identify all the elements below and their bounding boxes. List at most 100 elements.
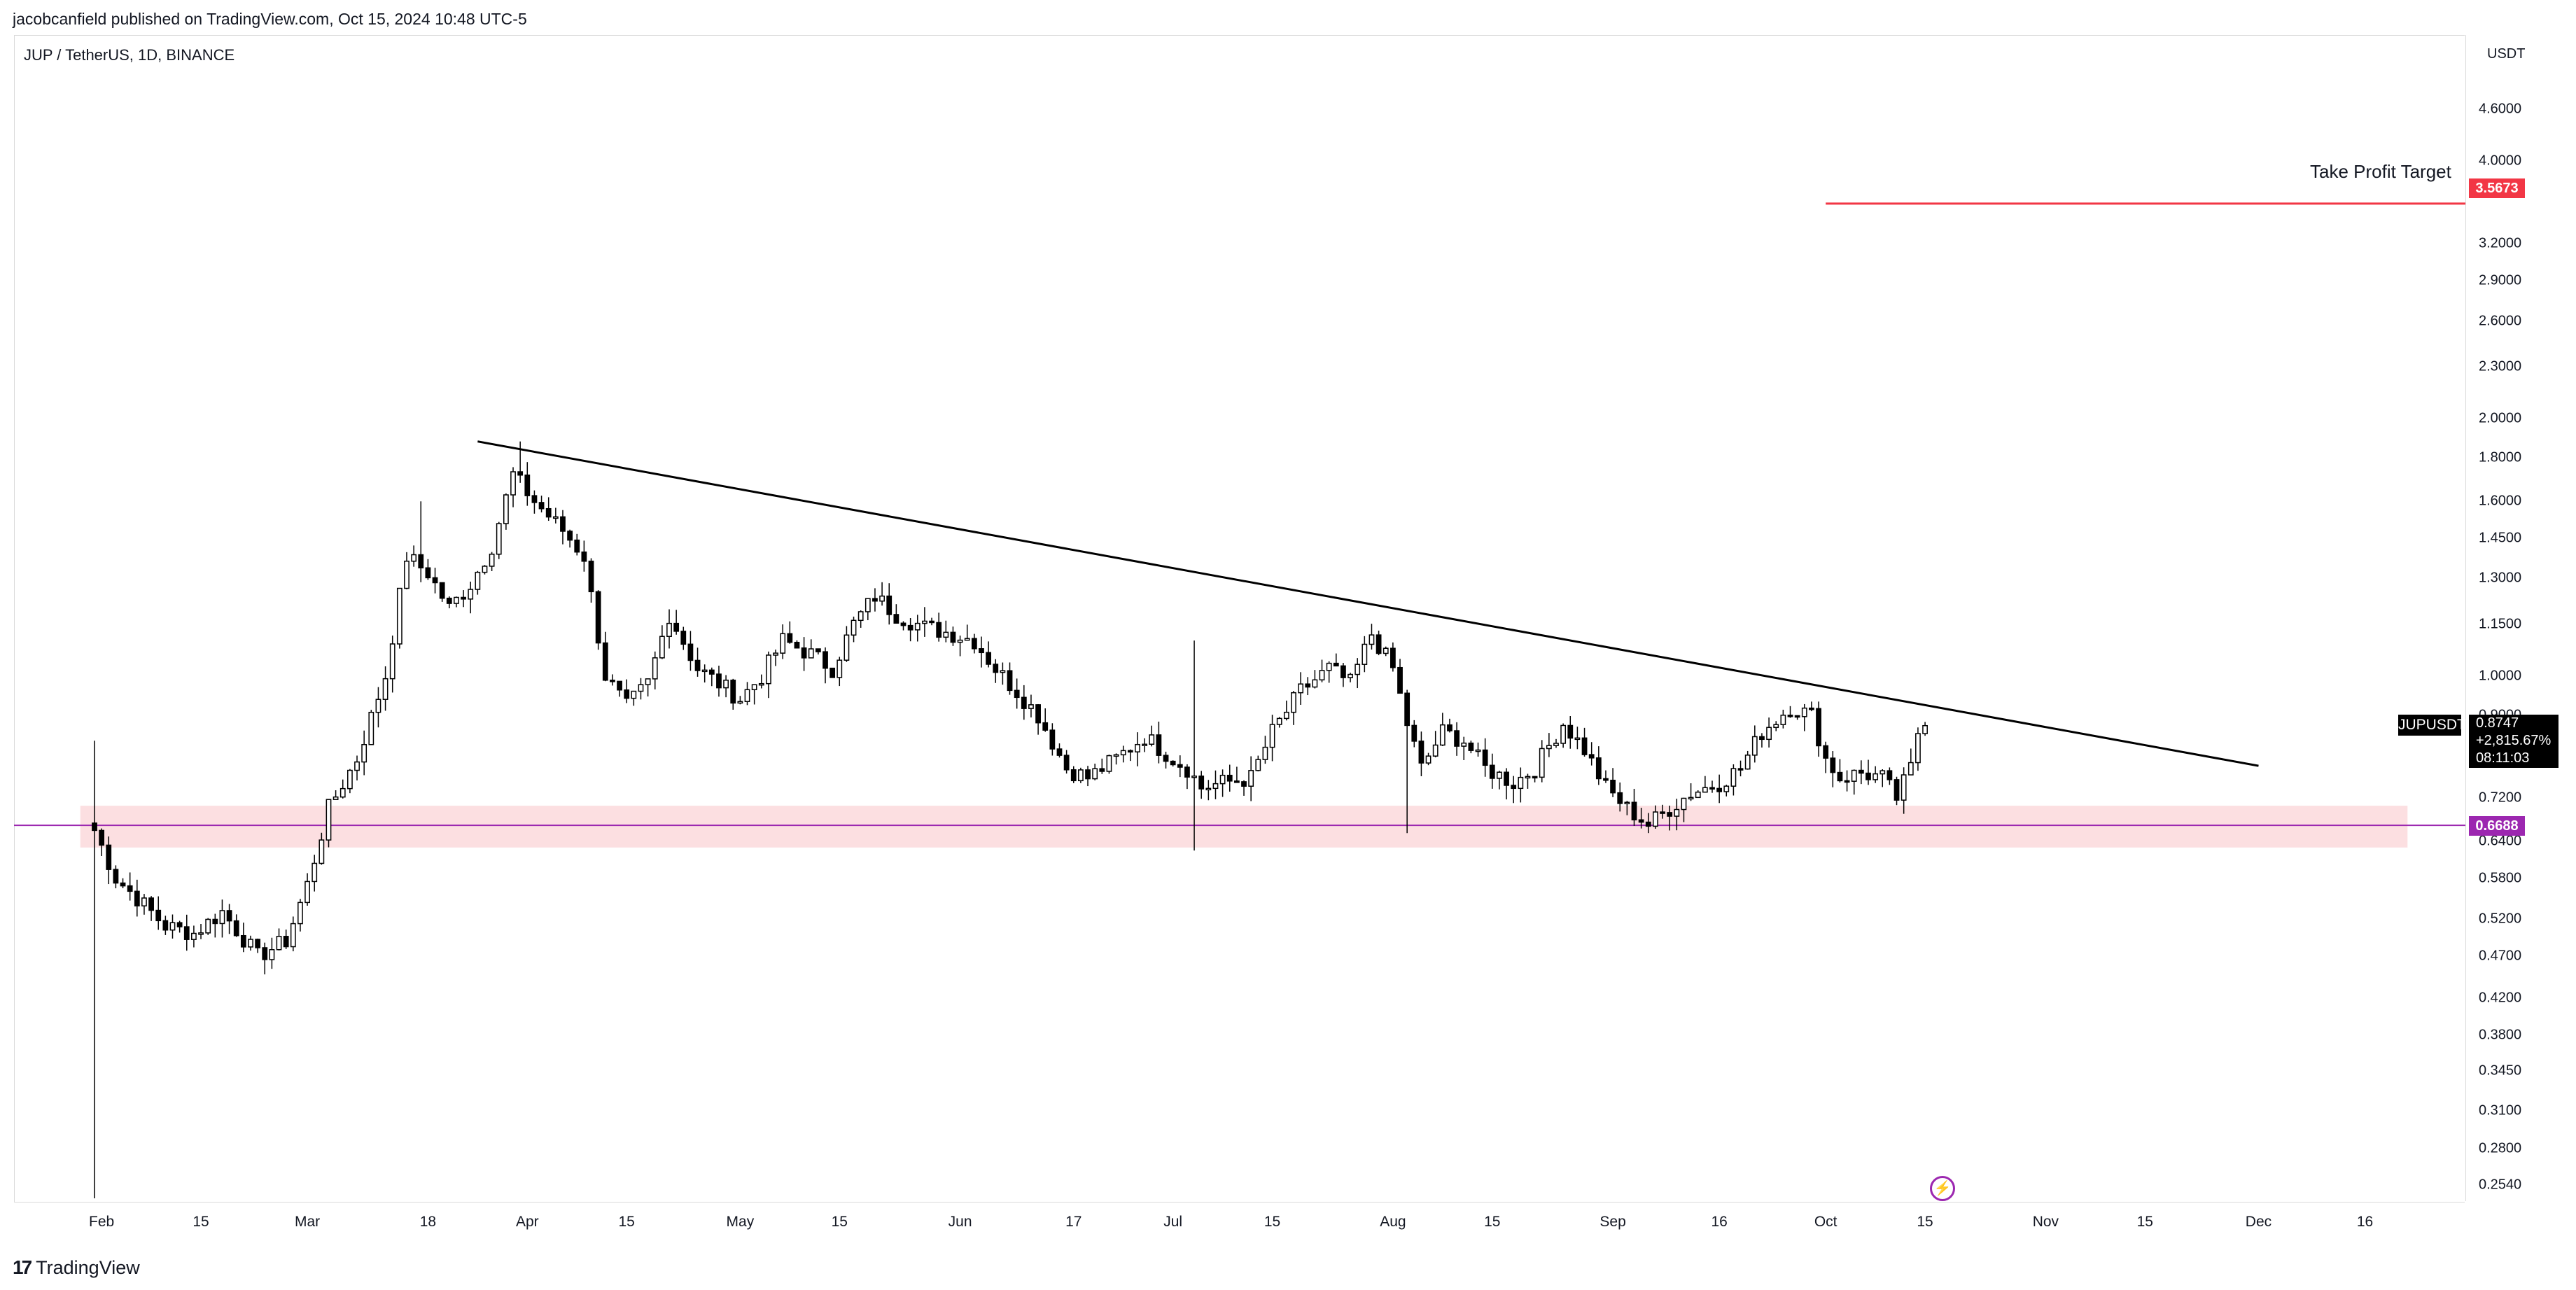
- price-tick-label: 1.3000: [2479, 570, 2522, 586]
- candle-body: [1780, 715, 1786, 725]
- candle-body: [1205, 787, 1212, 791]
- price-tick-label: 4.6000: [2479, 101, 2522, 117]
- candle-body: [361, 744, 368, 763]
- candle-body: [1177, 764, 1183, 768]
- candle-body: [283, 936, 289, 948]
- time-tick-label: 18: [419, 1214, 437, 1230]
- price-tick-label: 0.4200: [2479, 990, 2522, 1006]
- candle-body: [113, 869, 119, 884]
- brand-name: TradingView: [36, 1256, 140, 1278]
- price-tick-label: 1.8000: [2479, 449, 2522, 465]
- candle-body: [1135, 743, 1140, 752]
- candle-body: [773, 652, 778, 656]
- time-tick-label: Aug: [1380, 1214, 1406, 1230]
- price-tick-label: 1.1500: [2479, 616, 2522, 631]
- candle-body: [1567, 724, 1574, 739]
- price-axis-divider: [2465, 35, 2466, 1201]
- candle-body: [1120, 750, 1126, 756]
- candle-body: [872, 598, 878, 602]
- candle-body: [1063, 755, 1070, 771]
- candle-body: [822, 651, 828, 669]
- candle-body: [1106, 755, 1112, 772]
- target-price-tag: 3.5673: [2469, 178, 2525, 198]
- candle-body: [1809, 707, 1814, 710]
- candle-body: [1056, 748, 1063, 756]
- candle-body: [659, 636, 665, 659]
- candle-body: [1042, 722, 1049, 731]
- candle-body: [106, 844, 112, 870]
- candle-body: [1574, 737, 1581, 741]
- candle-body: [404, 561, 410, 589]
- candle-body: [1865, 772, 1871, 780]
- candle-body: [347, 769, 353, 790]
- candle-body: [1610, 779, 1616, 794]
- candle-body: [893, 614, 899, 624]
- candle-body: [1581, 737, 1588, 755]
- candle-body: [298, 902, 303, 925]
- time-tick-label: 15: [831, 1214, 848, 1230]
- time-tick-label: Sep: [1600, 1214, 1626, 1230]
- candle-body: [226, 910, 232, 922]
- candle-body: [1851, 769, 1857, 782]
- candle-body: [1149, 734, 1155, 745]
- candle-body: [1915, 733, 1921, 764]
- candle-body: [489, 553, 495, 567]
- candle-body: [1000, 670, 1006, 673]
- candle-body: [1298, 683, 1304, 694]
- candle-body: [461, 596, 466, 600]
- candle-body: [1588, 754, 1595, 759]
- price-tick-label: 2.9000: [2479, 272, 2522, 288]
- candle-body: [1511, 785, 1517, 790]
- candle-body: [879, 595, 885, 602]
- candle-body: [1248, 770, 1254, 787]
- symbol-info[interactable]: JUP / TetherUS, 1D, BINANCE: [24, 46, 235, 64]
- candle-body: [1475, 749, 1481, 752]
- candle-body: [1262, 746, 1268, 760]
- candle-body: [610, 680, 615, 682]
- candle-body: [1255, 759, 1261, 771]
- candle-body: [1319, 670, 1325, 681]
- candle-body: [169, 922, 176, 931]
- candle-body: [830, 667, 836, 678]
- candle-body: [1532, 776, 1538, 779]
- price-tick-label: 0.4700: [2479, 948, 2522, 964]
- candle-body: [1212, 783, 1219, 790]
- candle-body: [524, 475, 531, 496]
- candle-body: [446, 597, 452, 604]
- candle-body: [1674, 808, 1680, 817]
- candle-body: [134, 890, 140, 906]
- candle-body: [1035, 704, 1041, 724]
- candle-body: [751, 684, 757, 691]
- candle-body: [1461, 742, 1467, 747]
- plot-area[interactable]: [14, 35, 2465, 1203]
- candle-body: [680, 631, 687, 645]
- candle-body: [950, 631, 956, 643]
- candle-body: [389, 643, 396, 680]
- candle-body: [1624, 801, 1630, 804]
- currency-label[interactable]: USDT: [2487, 46, 2526, 62]
- candle-body: [248, 939, 253, 948]
- candle-body: [1638, 819, 1644, 823]
- candle-body: [1525, 776, 1531, 779]
- candle-body: [1759, 736, 1765, 741]
- candle-body: [1468, 742, 1474, 751]
- candle-body: [1504, 771, 1509, 786]
- candle-body: [638, 684, 644, 692]
- candles-layer: [92, 441, 1928, 1198]
- candle-body: [716, 673, 722, 689]
- candle-body: [332, 796, 339, 800]
- candle-body: [1362, 643, 1368, 665]
- time-tick-label: Oct: [1814, 1214, 1837, 1230]
- time-tick-label: Mar: [294, 1214, 321, 1230]
- support-zone-layer: [80, 806, 2408, 848]
- candle-body: [439, 582, 445, 599]
- candle-body: [1823, 745, 1829, 759]
- candle-body: [1241, 781, 1247, 787]
- lightning-icon[interactable]: ⚡: [1930, 1176, 1955, 1201]
- candle-body: [758, 682, 764, 686]
- candle-body: [1305, 683, 1311, 688]
- candle-body: [602, 642, 608, 681]
- candle-body: [510, 471, 516, 496]
- tradingview-brand[interactable]: 17 TradingView: [13, 1256, 140, 1279]
